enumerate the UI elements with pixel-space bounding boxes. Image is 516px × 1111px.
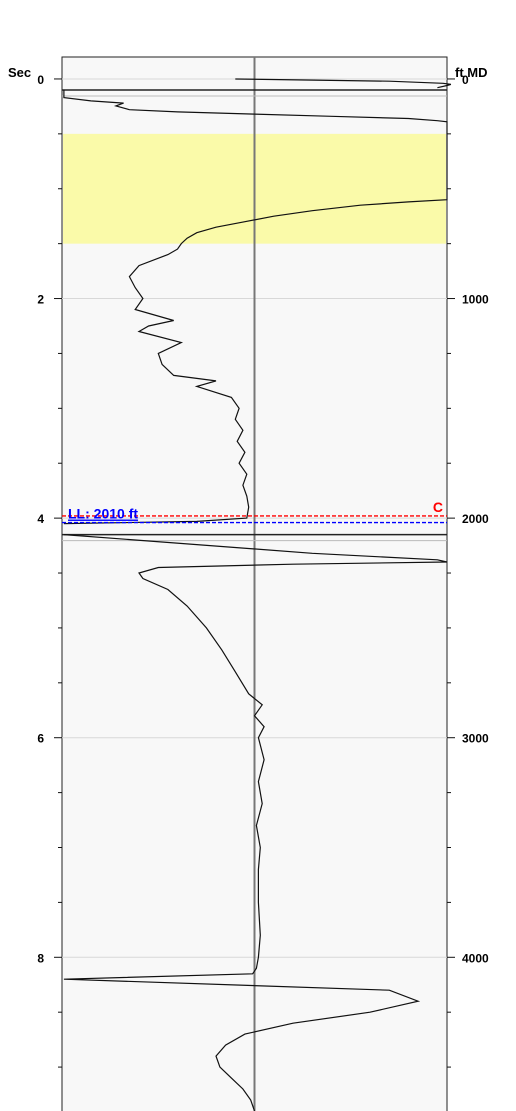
horizon-markers: C LL: 2010 ft: [62, 499, 447, 524]
left-axis-title: Sec: [8, 65, 31, 80]
right-tick-label: 3000: [462, 732, 489, 746]
right-tick-label: 1000: [462, 293, 489, 307]
log-curves: [63, 78, 452, 1111]
left-tick-label: 8: [37, 951, 44, 965]
right-axis: ft MD 0 1000 2000 3000 4000: [447, 65, 489, 1068]
log-curve: [235, 78, 452, 89]
segment-breaks: [62, 89, 447, 542]
right-tick-label: 4000: [462, 951, 489, 965]
left-axis: Sec 0 2 4 6 8: [8, 65, 62, 1068]
right-tick-label: 2000: [462, 512, 489, 526]
right-axis-title: ft MD: [455, 65, 488, 80]
left-tick-label: 0: [37, 73, 44, 87]
marker-label: C: [433, 499, 443, 515]
left-tick-label: 6: [37, 732, 44, 746]
right-tick-label: 0: [462, 73, 469, 87]
log-curve: [63, 534, 448, 1111]
marker-label: LL: 2010 ft: [68, 506, 138, 522]
left-tick-label: 2: [37, 293, 44, 307]
log-curve: [63, 89, 448, 525]
left-tick-label: 4: [37, 512, 44, 526]
